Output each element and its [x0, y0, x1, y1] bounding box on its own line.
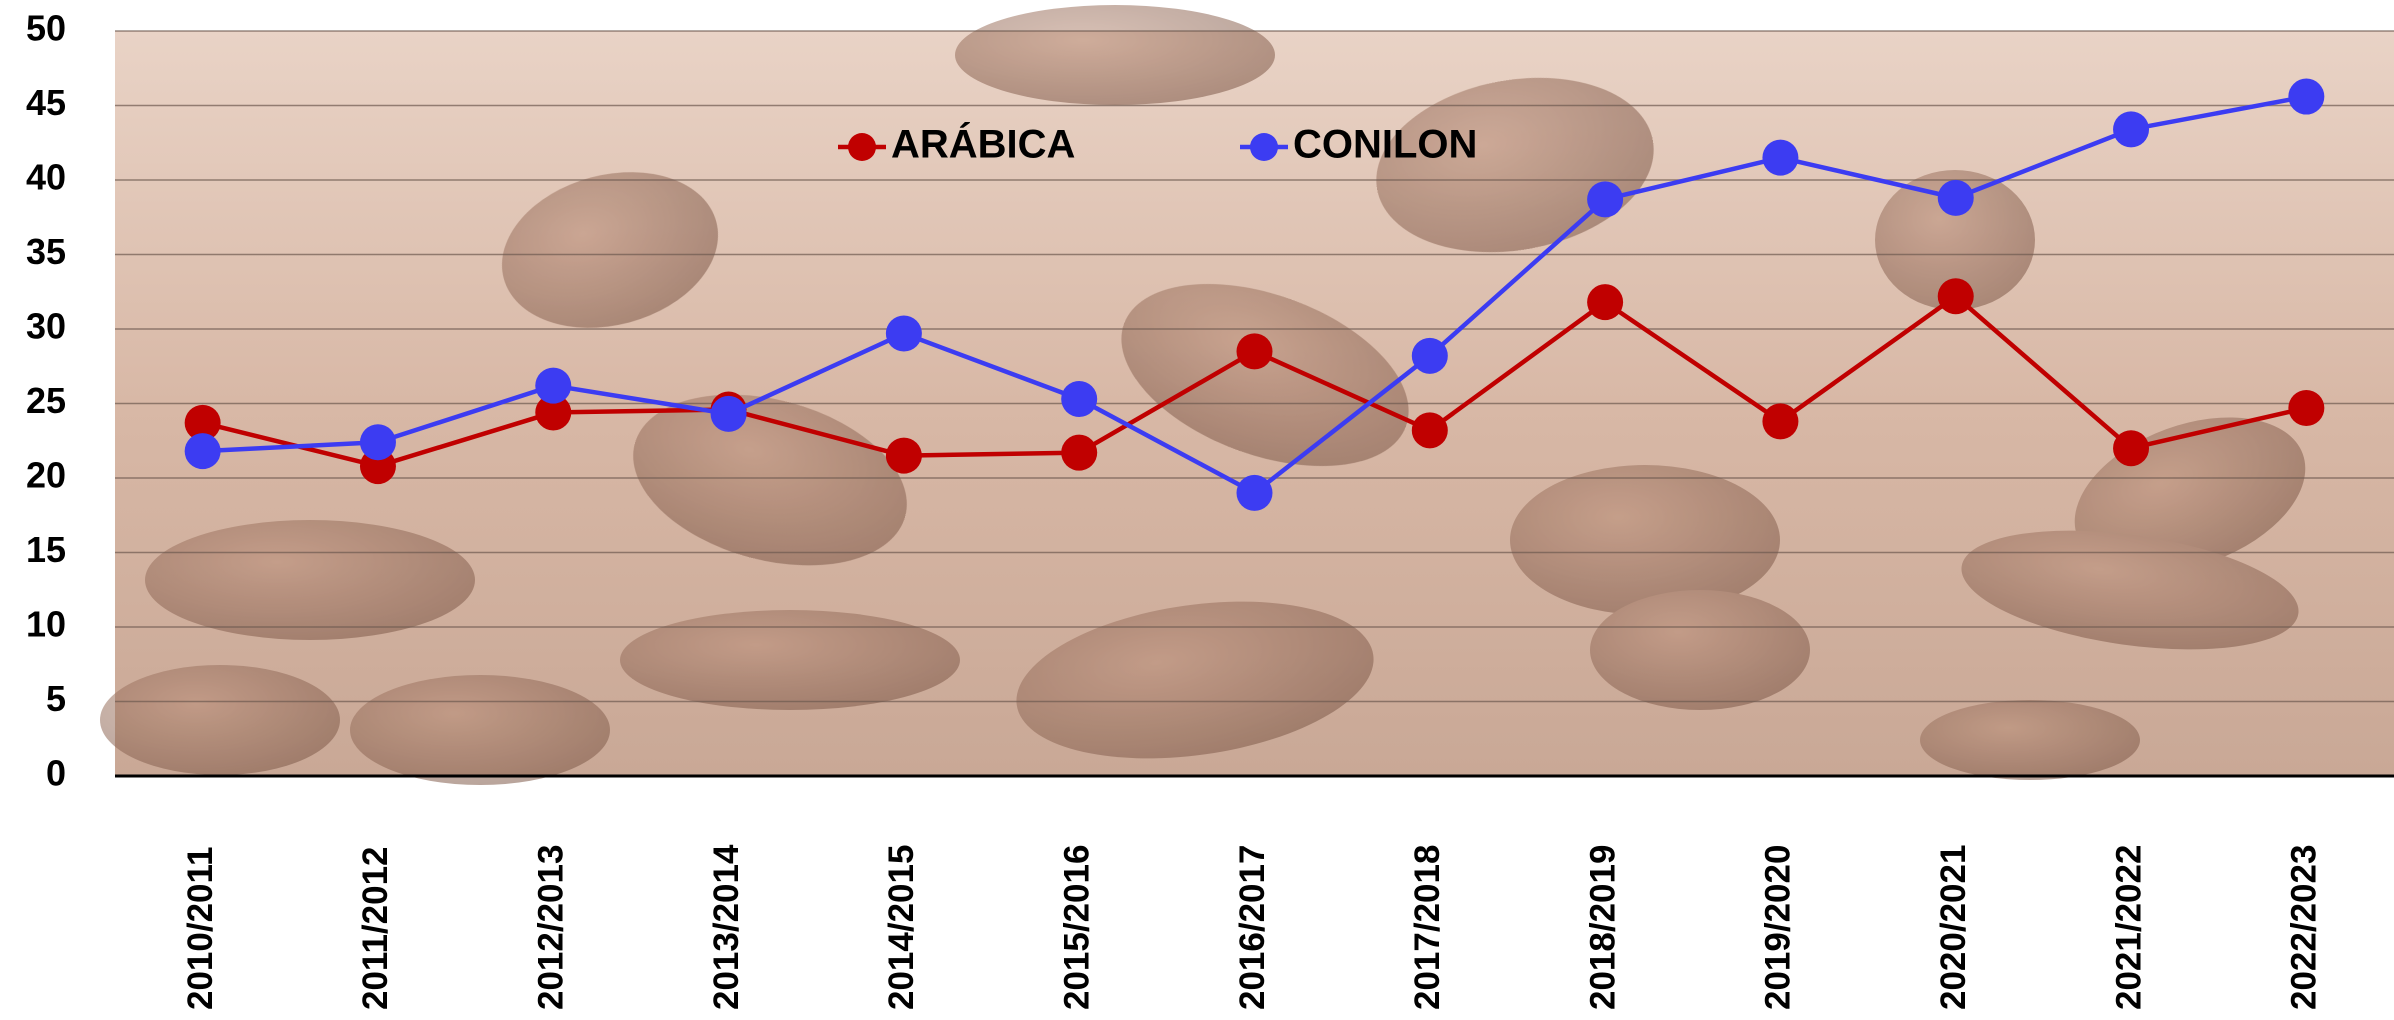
- x-tick-label: 2018/2019: [1583, 845, 1622, 1010]
- legend-label: ARÁBICA: [891, 122, 1075, 167]
- y-tick-label: 30: [26, 306, 66, 347]
- x-tick-label: 2016/2017: [1233, 845, 1272, 1010]
- data-point: [535, 367, 572, 404]
- data-point: [184, 404, 221, 441]
- data-point: [1236, 333, 1273, 370]
- legend-marker: [848, 133, 876, 161]
- x-tick-label: 2015/2016: [1057, 845, 1096, 1010]
- x-tick-label: 2021/2022: [2109, 845, 2148, 1010]
- legend-item: CONILON: [1240, 123, 1477, 167]
- data-point: [1937, 179, 1974, 216]
- data-point: [1587, 181, 1624, 218]
- y-tick-label: 5: [46, 678, 66, 719]
- data-point: [1587, 284, 1624, 321]
- x-tick-label: 2013/2014: [707, 844, 746, 1010]
- data-point: [1937, 278, 1974, 315]
- data-point: [1762, 403, 1799, 440]
- data-point: [1411, 337, 1448, 374]
- x-tick-label: 2014/2015: [882, 845, 921, 1010]
- data-point: [1061, 434, 1098, 471]
- data-point: [184, 433, 221, 470]
- data-point: [710, 395, 747, 432]
- y-tick-label: 25: [26, 380, 66, 421]
- y-tick-label: 45: [26, 82, 66, 123]
- x-tick-label: 2010/2011: [181, 846, 220, 1010]
- data-point: [1236, 474, 1273, 511]
- y-tick-label: 10: [26, 604, 66, 645]
- data-point: [1411, 412, 1448, 449]
- y-tick-label: 50: [26, 8, 66, 49]
- data-point: [885, 315, 922, 352]
- x-tick-label: 2011/2012: [356, 846, 395, 1010]
- plot-background: [100, 5, 2394, 785]
- x-tick-label: 2012/2013: [532, 845, 571, 1010]
- data-point: [1061, 381, 1098, 418]
- y-tick-label: 20: [26, 455, 66, 496]
- legend-label: CONILON: [1293, 123, 1477, 167]
- y-tick-label: 40: [26, 157, 66, 198]
- data-point: [2113, 430, 2150, 467]
- x-tick-label: 2022/2023: [2285, 845, 2324, 1010]
- data-point: [359, 424, 396, 461]
- legend-marker: [1250, 133, 1278, 161]
- data-point: [535, 394, 572, 431]
- data-point: [2288, 389, 2325, 426]
- y-tick-label: 15: [26, 529, 66, 570]
- data-point: [2288, 78, 2325, 115]
- y-tick-label: 35: [26, 231, 66, 272]
- x-tick-label: 2020/2021: [1934, 845, 1973, 1010]
- x-tick-label: 2017/2018: [1408, 845, 1447, 1010]
- y-tick-label: 0: [46, 753, 66, 794]
- x-tick-label: 2019/2020: [1759, 845, 1798, 1010]
- data-point: [2113, 111, 2150, 148]
- legend-item: ARÁBICA: [838, 122, 1075, 167]
- data-point: [1762, 139, 1799, 176]
- data-point: [885, 437, 922, 474]
